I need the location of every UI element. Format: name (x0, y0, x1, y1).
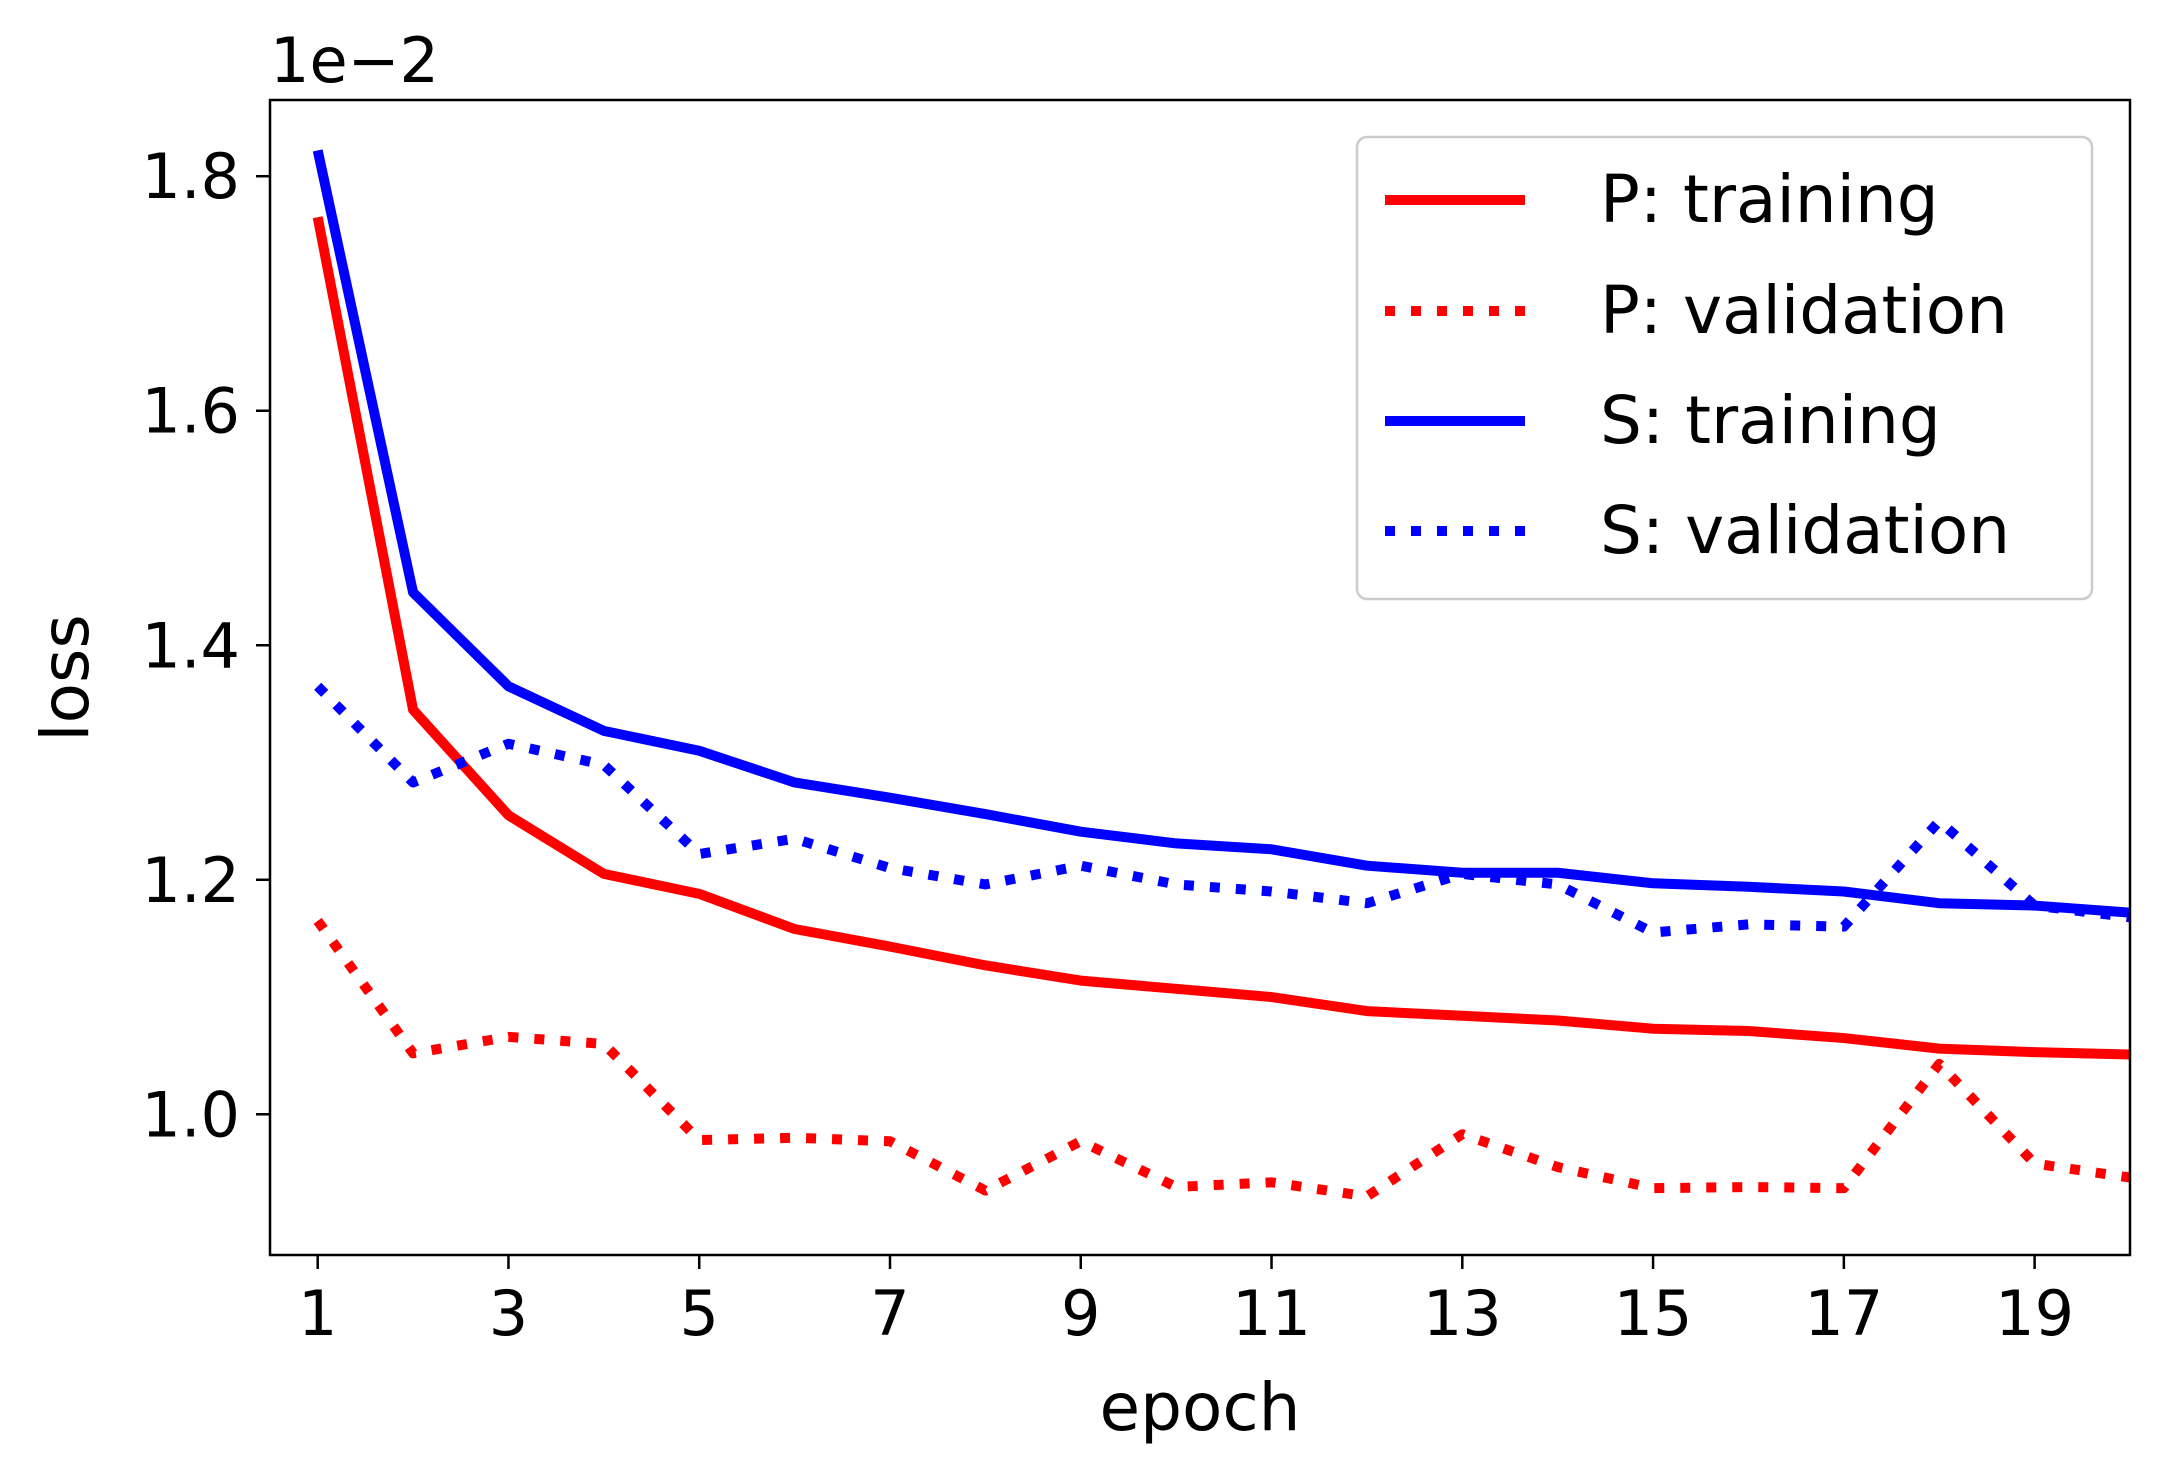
x-tick-label: 1 (298, 1277, 337, 1350)
y-tick-label: 1.6 (141, 375, 240, 448)
y-tick-label: 1.8 (141, 140, 240, 213)
y-axis: 1.0 1.2 1.4 1.6 1.8 (141, 140, 270, 1151)
legend-label: P: validation (1600, 272, 2008, 349)
legend-box (1355, 135, 2094, 601)
x-tick-label: 5 (680, 1277, 719, 1350)
x-axis-label: epoch (1100, 1369, 1301, 1446)
y-axis-label: loss (27, 614, 104, 742)
series-line-p-training (312, 216, 2130, 1060)
scale-factor-label: 1e−2 (270, 24, 439, 97)
y-tick-label: 1.2 (141, 844, 240, 917)
legend: P: training P: validation S: training S: va… (1355, 135, 2094, 601)
x-tick-label: 19 (1995, 1277, 2074, 1350)
x-tick-label: 9 (1061, 1277, 1100, 1350)
legend-label: P: training (1600, 161, 1939, 238)
x-axis: 1 3 5 7 9 11 13 15 17 19 (298, 1255, 2074, 1350)
x-tick-label: 15 (1614, 1277, 1693, 1350)
y-tick-label: 1.4 (141, 609, 240, 682)
x-tick-label: 13 (1423, 1277, 1502, 1350)
legend-label: S: training (1600, 382, 1941, 459)
x-tick-label: 3 (489, 1277, 528, 1350)
x-tick-label: 11 (1232, 1277, 1311, 1350)
series-layer (312, 149, 2130, 1202)
plot-frame (268, 98, 2132, 1257)
y-tick-label: 1.0 (141, 1078, 240, 1151)
x-tick-label: 7 (870, 1277, 909, 1350)
legend-label: S: validation (1600, 492, 2010, 569)
x-tick-label: 17 (1804, 1277, 1883, 1350)
series-line-s-training (312, 149, 2130, 918)
